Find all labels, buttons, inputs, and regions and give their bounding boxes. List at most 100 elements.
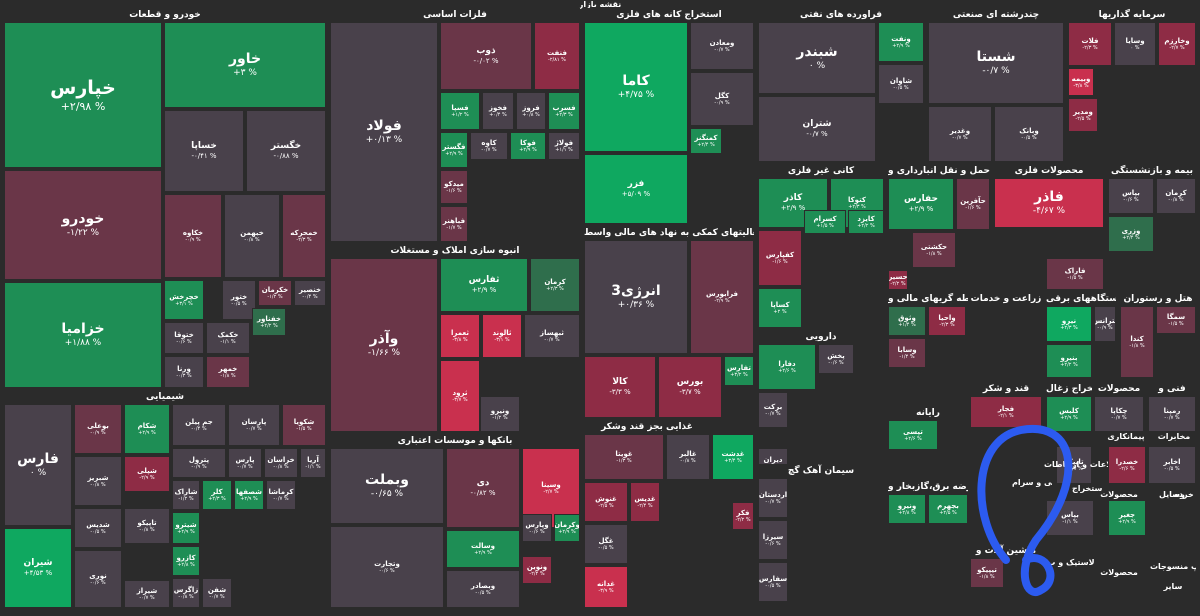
stock-tile[interactable]: پارسان -۰/۷ %	[228, 404, 280, 446]
sector-title-bime[interactable]: بیمه و بازنشستگی	[1108, 164, 1196, 178]
stock-tile[interactable]: فاذر -۴/۶۷ %	[994, 178, 1104, 228]
sector-title-anbooh[interactable]: انبوه سازی املاک و مستغلات	[330, 244, 580, 258]
stock-tile[interactable]: فوکا +۲/۹ %	[510, 132, 546, 160]
sector-title-felezat[interactable]: فلزات اساسی	[330, 8, 580, 22]
stock-tile[interactable]: ثفارس +۲/۹ %	[440, 258, 528, 312]
stock-tile[interactable]: فباهنر -۱/۷ %	[440, 206, 468, 242]
stock-tile[interactable]: فخوز +۰/۴ %	[482, 92, 514, 130]
stock-tile[interactable]: شفن -۰/۷ %	[202, 578, 232, 608]
stock-tile[interactable]: شدیس -۰/۵ %	[74, 508, 122, 548]
stock-tile[interactable]: خمحرکه -۲/۳ %	[282, 194, 326, 278]
stock-tile[interactable]: ثالوند -۳/۱ %	[482, 314, 522, 358]
stock-tile[interactable]: چکاپا -۰/۷ %	[1094, 396, 1144, 432]
stock-tile[interactable]: غالبر -۰/۸ %	[666, 434, 710, 480]
stock-tile[interactable]: وسابا -۱/۴ %	[888, 338, 926, 368]
stock-tile[interactable]: غدیس -۲/۴ %	[630, 482, 660, 522]
stock-tile[interactable]: کرماشا -۰/۷ %	[266, 480, 296, 510]
sector-title-kani[interactable]: کانی غیر فلزی	[758, 164, 884, 178]
sector-title-vasete[interactable]: واسطه گریهای مالی و	[888, 292, 968, 306]
stock-tile[interactable]: واحیا -۲/۳ %	[928, 306, 966, 336]
stock-tile[interactable]: خمهر -۱/۸ %	[206, 356, 250, 388]
stock-tile[interactable]: خکاوه -۰/۹ %	[164, 194, 222, 278]
stock-tile[interactable]: شکویا -۱/۵ %	[282, 404, 326, 446]
stock-tile[interactable]: فجار -۲/۱ %	[970, 396, 1042, 428]
stock-tile[interactable]: ثرود -۳/۷ %	[440, 360, 480, 432]
sector-title-sarmaye[interactable]: سرمایه گذاریها	[1068, 8, 1196, 22]
stock-tile[interactable]: وبصادر -۰/۵ %	[446, 570, 520, 608]
stock-tile[interactable]: فزر +۵/۰۹ %	[584, 154, 688, 224]
stock-tile[interactable]: بنیرو +۲/۲ %	[1046, 344, 1092, 378]
stock-tile[interactable]: زاگرس -۰/۸ %	[172, 578, 200, 608]
stock-tile[interactable]: وپارس -۰/۶ %	[522, 514, 552, 542]
stock-tile[interactable]: خزامیا +۱/۸۸ %	[4, 282, 162, 388]
stock-tile[interactable]: بپاس -۱/۱ %	[1046, 500, 1094, 536]
sector-title-naft[interactable]: فراورده های نفتی	[758, 8, 924, 22]
stock-tile[interactable]: شستا -۰/۷ %	[928, 22, 1064, 104]
stock-tile[interactable]: وبانک -۰/۵ %	[994, 106, 1064, 162]
stock-tile[interactable]: جم پیلن -۰/۴ %	[172, 404, 226, 446]
stock-tile[interactable]: نیرو +۲/۳ %	[1046, 306, 1092, 342]
stock-tile[interactable]: وبملت -۰/۶۵ %	[330, 448, 444, 524]
stock-tile[interactable]: غنوش -۲/۵ %	[584, 482, 628, 522]
sector-title-zoghal[interactable]: استخراج زغال	[1046, 382, 1092, 396]
stock-tile[interactable]: اردستان -۰/۷ %	[758, 478, 788, 518]
stock-tile[interactable]: شتران -۰/۷ %	[758, 96, 876, 162]
sector-title-chand[interactable]: چندرشته ای صنعتی	[928, 8, 1064, 22]
stock-tile[interactable]: خبهمن -۰/۸ %	[224, 194, 280, 278]
stock-tile[interactable]: تپسی +۲/۶ %	[888, 420, 938, 450]
stock-tile[interactable]: وآذر -۱/۶۶ %	[330, 258, 438, 432]
sector-title-kane[interactable]: استخراج کانه های فلزی	[584, 8, 754, 22]
stock-tile[interactable]: سمگا -۱/۵ %	[1156, 306, 1196, 334]
stock-tile[interactable]: حسیر -۲/۲ %	[888, 270, 908, 290]
stock-tile[interactable]: آریا -۱/۱ %	[300, 448, 326, 478]
stock-tile[interactable]: خاور +۳ %	[164, 22, 326, 108]
stock-tile[interactable]: فنفت -۲/۸۱ %	[534, 22, 580, 90]
stock-tile[interactable]: ثبهساز -۰/۷ %	[524, 314, 580, 358]
stock-tile[interactable]: ونوین -۲/۴ %	[522, 556, 552, 584]
stock-tile[interactable]: فولاد +۰/۱۳ %	[330, 22, 438, 242]
stock-tile[interactable]: فکر -۲/۲ %	[732, 502, 754, 530]
sector-title-rayane[interactable]: رایانه	[888, 406, 968, 420]
sector-title-haml[interactable]: حمل و نقل انبارداری و	[888, 164, 990, 178]
stock-tile[interactable]: کندا -۱/۸ %	[1120, 306, 1154, 378]
stock-tile[interactable]: دفارا +۲/۶ %	[758, 344, 816, 390]
sector-title-zeraat[interactable]: زراعت و خدمات	[970, 292, 1042, 306]
stock-tile[interactable]: وثوق +۱/۴ %	[888, 306, 926, 336]
stock-tile[interactable]: شکام +۲/۹ %	[124, 404, 170, 454]
stock-tile[interactable]: برکت -۰/۷ %	[758, 392, 788, 428]
sector-title-shimiaei[interactable]: شیمیایی	[4, 390, 326, 404]
stock-tile[interactable]: حفارس +۲/۹ %	[888, 178, 954, 230]
sector-title-fani[interactable]: فنی و	[1148, 382, 1196, 396]
sector-title-dastgah[interactable]: دستگاههای برقی	[1046, 292, 1116, 306]
stock-tile[interactable]: خگستر -۰/۸۸ %	[246, 110, 326, 192]
stock-tile[interactable]: فولاژ +۱/۱ %	[548, 132, 580, 160]
stock-tile[interactable]: وزری +۲/۴ %	[1108, 216, 1154, 252]
sector-title-khodro[interactable]: خودرو و قطعات	[4, 8, 326, 22]
stock-tile[interactable]: کازرو +۲/۸ %	[172, 546, 200, 576]
stock-tile[interactable]: شاراک -۱/۲ %	[172, 480, 200, 510]
stock-tile[interactable]: بجهرم +۲/۵ %	[928, 494, 968, 524]
stock-tile[interactable]: کالا -۳/۳ %	[584, 356, 656, 418]
stock-tile[interactable]: خپارس +۲/۹۸ %	[4, 22, 162, 168]
sector-title-daroo[interactable]: دارویی	[758, 330, 884, 344]
stock-tile[interactable]: خنصیر -۰/۴ %	[294, 280, 326, 306]
stock-tile[interactable]: کلبس +۲/۹ %	[1046, 396, 1092, 432]
stock-tile[interactable]: ونفت +۲/۹ %	[878, 22, 924, 62]
stock-tile[interactable]: ثعمرا -۳/۸ %	[440, 314, 480, 358]
stock-tile[interactable]: جغیر +۲/۹ %	[1108, 500, 1146, 536]
stock-tile[interactable]: ونیرو +۲/۸ %	[888, 494, 926, 524]
stock-tile[interactable]: بپاس -۰/۶ %	[1108, 178, 1154, 214]
stock-tile[interactable]: فاراک -۱/۵ %	[1046, 258, 1104, 290]
stock-tile[interactable]: فسپا +۱/۲ %	[440, 92, 480, 130]
sector-title-ashin[interactable]: ماشین آلات و	[970, 544, 1042, 558]
stock-tile[interactable]: وسایا ۰ %	[1114, 22, 1156, 66]
stock-tile[interactable]: ومدیر -۲/۵ %	[1068, 98, 1098, 132]
stock-tile[interactable]: بورس -۳/۷ %	[658, 356, 722, 418]
stock-tile[interactable]: کفپارس -۱/۶ %	[758, 230, 802, 286]
stock-tile[interactable]: خکمک -۱/۱ %	[206, 322, 250, 354]
stock-tile[interactable]: غویتا -۱/۳ %	[584, 434, 664, 480]
stock-tile[interactable]: فسرب +۲/۳ %	[548, 92, 580, 130]
stock-tile[interactable]: ومعادن -۰/۷ %	[690, 22, 754, 70]
stock-tile[interactable]: وخارزم -۲/۷ %	[1158, 22, 1196, 66]
sector-title-mahs2[interactable]: محصولات	[1094, 382, 1144, 396]
